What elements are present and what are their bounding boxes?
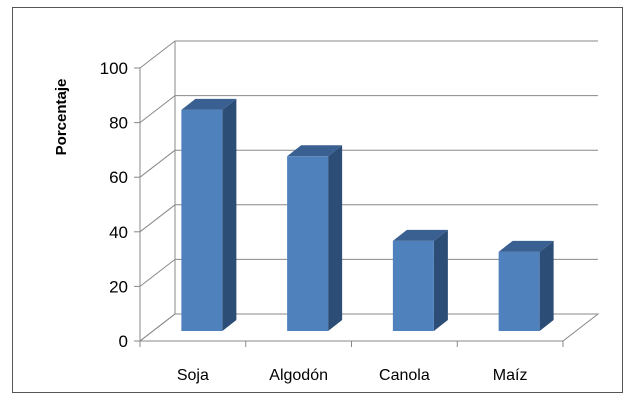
y-tick-label: 0 [119,332,128,351]
y-tick-label: 40 [109,223,128,242]
bar-side [222,98,237,332]
side-wall-gridline [139,259,176,287]
bar-front [181,109,223,332]
axis-layer [134,67,564,347]
bar-side [328,145,343,331]
y-axis-title: Porcentaje [53,79,70,156]
bar-front [498,251,540,331]
bar-front [287,156,329,331]
side-wall-gridline [139,149,176,178]
side-wall-gridline [139,204,176,233]
bar-front [392,240,434,331]
bar-algodón [287,145,343,331]
bar-top [287,145,343,157]
bar-maíz [498,240,554,331]
side-wall-gridline [139,95,176,123]
y-tick-label: 20 [109,277,128,296]
bar-top [181,98,237,110]
bar-top [392,229,448,241]
bar-side [539,240,554,331]
x-category-label: Soja [177,367,209,384]
x-category-label: Maíz [493,367,528,384]
bar-top [498,240,554,252]
y-tick-label: 80 [109,114,128,133]
x-category-labels: Soja Algodón Canola Maíz [177,367,528,384]
y-tick-label: 60 [109,168,128,187]
bar-canola [392,229,448,331]
bar-soja [181,98,237,332]
x-category-label: Canola [379,367,430,384]
y-tick-label: 100 [100,59,128,78]
y-tick-labels: 0 20 40 60 80 100 [100,59,128,351]
bar-side [433,229,448,331]
x-category-label: Algodón [269,367,328,384]
bars-layer [181,98,554,332]
side-wall-gridline [139,40,176,69]
